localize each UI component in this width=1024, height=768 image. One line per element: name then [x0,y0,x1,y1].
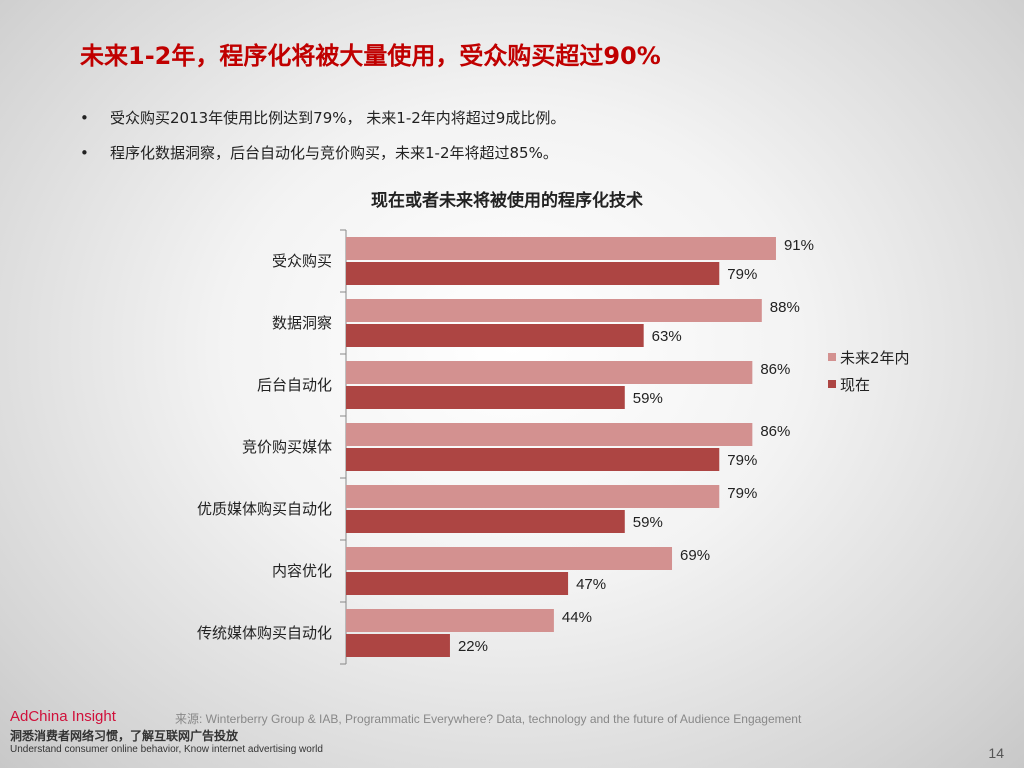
legend-swatch [828,380,836,388]
category-label: 数据洞察 [272,314,332,332]
bar-now [346,572,569,595]
page-number: 14 [988,745,1004,761]
category-label: 传统媒体购买自动化 [197,624,332,642]
bullet-text: 程序化数据洞察，后台自动化与竞价购买，未来1-2年将超过85%。 [110,144,558,162]
bar-future [346,361,753,384]
bullet-icon: • [80,109,89,127]
bar-now [346,634,450,657]
data-label: 59% [633,390,663,407]
slogan-cn: 洞悉消费者网络习惯，了解互联网广告投放 [10,729,239,743]
bar-now [346,324,644,347]
data-label: 79% [727,485,757,502]
data-label: 47% [576,576,606,593]
data-label: 91% [784,237,814,254]
data-label: 44% [562,609,592,626]
category-label: 内容优化 [272,562,332,580]
bar-future [346,485,720,508]
legend-swatch [828,353,836,361]
bar-now [346,510,625,533]
bar-now [346,448,720,471]
bullet-text: 受众购买2013年使用比例达到79%， 未来1-2年内将超过9成比例。 [110,109,566,127]
data-label: 88% [770,299,800,316]
bar-future [346,609,554,632]
category-label: 后台自动化 [257,376,332,394]
bar-now [346,386,625,409]
slide-title: 未来1-2年，程序化将被大量使用，受众购买超过90% [80,42,661,70]
bar-future [346,237,776,260]
bullet-icon: • [80,144,89,162]
bar-future [346,299,762,322]
data-label: 86% [760,361,790,378]
data-label: 79% [727,452,757,469]
bar-now [346,262,720,285]
brand-logo: AdChina Insight [10,708,116,725]
legend-label: 未来2年内 [840,349,910,367]
data-label: 69% [680,547,710,564]
category-label: 优质媒体购买自动化 [197,500,332,518]
category-label: 竞价购买媒体 [242,438,332,456]
data-label: 59% [633,514,663,531]
source-note: 来源: Winterberry Group & IAB, Programmati… [175,712,802,726]
bullet-item: • 受众购买2013年使用比例达到79%， 未来1-2年内将超过9成比例。 [80,107,565,128]
data-label: 22% [458,638,488,655]
bullet-item: • 程序化数据洞察，后台自动化与竞价购买，未来1-2年将超过85%。 [80,142,558,163]
data-label: 79% [727,266,757,283]
bar-future [346,423,753,446]
slogan-en: Understand consumer online behavior, Kno… [10,744,323,755]
data-label: 63% [652,328,682,345]
legend-label: 现在 [840,376,870,394]
category-label: 受众购买 [272,252,332,270]
bar-future [346,547,673,570]
data-label: 86% [760,423,790,440]
chart-title: 现在或者未来将被使用的程序化技术 [371,191,643,211]
